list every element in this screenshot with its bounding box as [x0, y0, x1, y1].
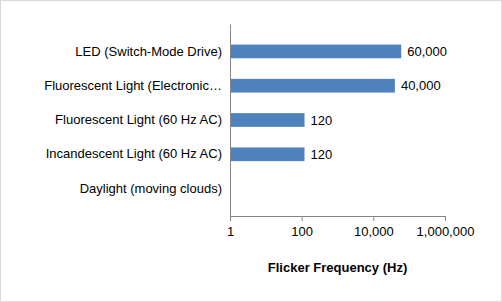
data-label: 120 [311, 113, 333, 128]
bar [230, 147, 305, 161]
chart: 1 100 10,000 1,000,000 LED (Switch-Mode Driv… [0, 0, 502, 302]
x-tick-mark [230, 216, 231, 221]
y-tick: LED (Switch-Mode Drive) [75, 44, 230, 59]
bar [230, 79, 395, 93]
x-tick: 100 [291, 216, 313, 239]
x-axis: 1 100 10,000 1,000,000 [227, 216, 475, 239]
data-label: 40,000 [401, 78, 441, 93]
x-tick-mark [445, 216, 446, 221]
bars [230, 45, 401, 162]
data-label: 60,000 [407, 44, 447, 59]
y-tick-label: Fluorescent Light (Electronic… [44, 78, 222, 93]
y-tick-label: Daylight (moving clouds) [80, 181, 222, 196]
data-label: 120 [311, 147, 333, 162]
y-axis: LED (Switch-Mode Drive) Fluorescent Light… [44, 25, 230, 217]
y-axis-line [230, 25, 231, 217]
x-tick: 10,000 [354, 216, 394, 239]
y-tick-label: Fluorescent Light (60 Hz AC) [55, 112, 222, 127]
x-axis-line [231, 217, 446, 222]
bar [230, 45, 401, 59]
x-tick-label: 100 [291, 224, 313, 239]
chart-border [1, 1, 502, 302]
x-tick-label: 1,000,000 [417, 224, 475, 239]
x-tick: 1,000,000 [417, 216, 475, 239]
x-tick: 1 [227, 216, 234, 239]
data-labels: 60,000 40,000 120 120 [311, 44, 447, 162]
x-axis-title: Flicker Frequency (Hz) [268, 260, 407, 275]
x-tick-label: 1 [227, 224, 234, 239]
plot-area: 1 100 10,000 1,000,000 LED (Switch-Mode Driv… [44, 25, 474, 240]
x-tick-mark [302, 216, 303, 221]
y-tick: Fluorescent Light (Electronic… [44, 78, 230, 93]
y-tick: Daylight (moving clouds) [80, 181, 230, 196]
y-tick-label: LED (Switch-Mode Drive) [75, 44, 222, 59]
y-tick: Incandescent Light (60 Hz AC) [46, 146, 230, 161]
x-tick-label: 10,000 [354, 224, 394, 239]
y-tick-label: Incandescent Light (60 Hz AC) [46, 146, 222, 161]
x-tick-mark [373, 216, 374, 221]
y-tick: Fluorescent Light (60 Hz AC) [55, 112, 230, 127]
bar [230, 113, 305, 127]
